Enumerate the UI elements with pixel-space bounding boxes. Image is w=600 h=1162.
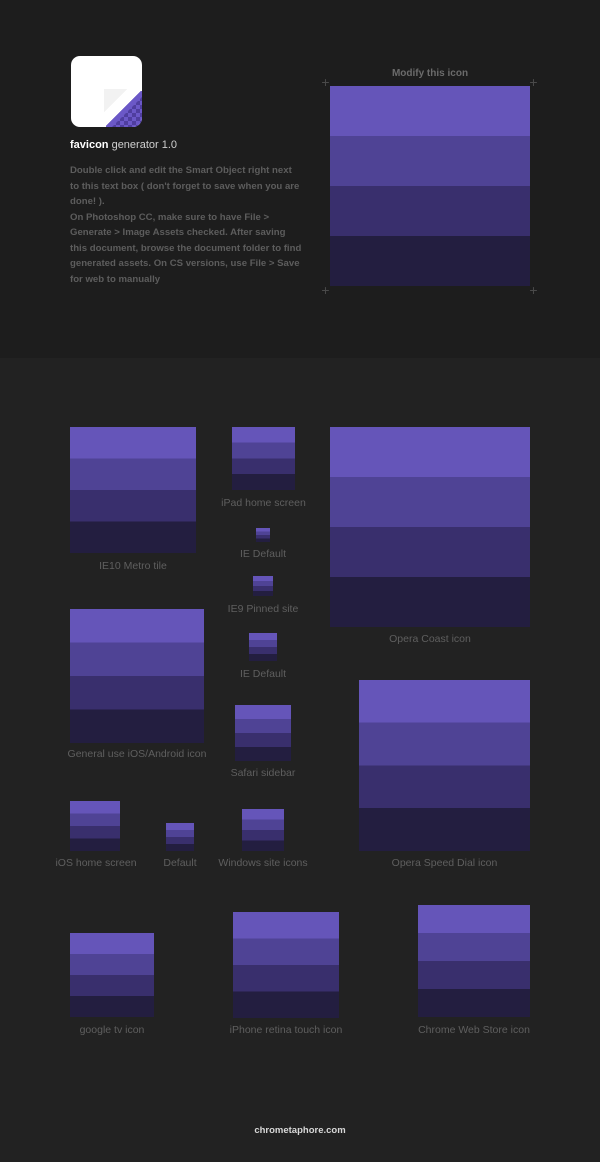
ie-default-16-icon — [256, 528, 270, 542]
app-title: favicon generator 1.0 — [70, 139, 177, 151]
ie-default-32-label: IE Default — [239, 668, 287, 680]
safari-sidebar-icon — [235, 705, 291, 761]
opera-speed-dial-label: Opera Speed Dial icon — [391, 857, 498, 869]
instructions-text: Double click and edit the Smart Object r… — [70, 163, 302, 287]
ie-default-32-icon — [249, 633, 277, 661]
safari-sidebar-label: Safari sidebar — [230, 767, 296, 779]
ie10-metro-tile-label: IE10 Metro tile — [99, 560, 167, 572]
crosshair-bottom-right-icon: + — [529, 282, 538, 298]
ie9-pinned-site-label: IE9 Pinned site — [227, 603, 299, 615]
windows-site-icons-label: Windows site icons — [218, 857, 308, 869]
app-title-bold: favicon — [70, 139, 109, 151]
crosshair-top-left-icon: + — [321, 74, 330, 90]
general-use-icon — [70, 609, 204, 743]
crosshair-bottom-left-icon: + — [321, 282, 330, 298]
opera-speed-dial-icon — [359, 680, 530, 851]
app-title-rest: generator 1.0 — [108, 139, 178, 151]
editable-icon-smart-object[interactable] — [330, 86, 530, 286]
iphone-retina-touch-label: iPhone retina touch icon — [229, 1024, 343, 1036]
footer-site-link[interactable]: chrometaphore.com — [254, 1125, 346, 1136]
crosshair-top-right-icon: + — [529, 74, 538, 90]
google-tv-label: google tv icon — [79, 1024, 145, 1036]
instructions-paragraph-2: On Photoshop CC, make sure to have File … — [70, 211, 302, 285]
ipad-home-screen-icon — [232, 427, 295, 490]
ios-home-screen-icon — [70, 801, 120, 851]
modify-icon-label: Modify this icon — [391, 68, 469, 79]
chrome-web-store-label: Chrome Web Store icon — [418, 1024, 530, 1036]
instructions-paragraph-1: Double click and edit the Smart Object r… — [70, 165, 300, 207]
ios-home-screen-label: iOS home screen — [55, 857, 137, 869]
opera-coast-label: Opera Coast icon — [389, 633, 471, 645]
general-use-label: General use iOS/Android icon — [67, 748, 207, 760]
opera-coast-icon — [330, 427, 530, 627]
default-favicon-icon — [166, 823, 194, 851]
windows-site-icon — [242, 809, 284, 851]
google-tv-icon — [70, 933, 154, 1017]
ie-default-16-label: IE Default — [239, 548, 287, 560]
ie10-metro-tile-icon — [70, 427, 196, 553]
ipad-home-screen-label: iPad home screen — [221, 497, 306, 509]
chrome-web-store-icon — [418, 905, 530, 1017]
app-logo-icon — [71, 56, 142, 127]
default-favicon-label: Default — [163, 857, 197, 869]
ie9-pinned-site-icon — [253, 576, 273, 596]
iphone-retina-touch-icon — [233, 912, 339, 1018]
